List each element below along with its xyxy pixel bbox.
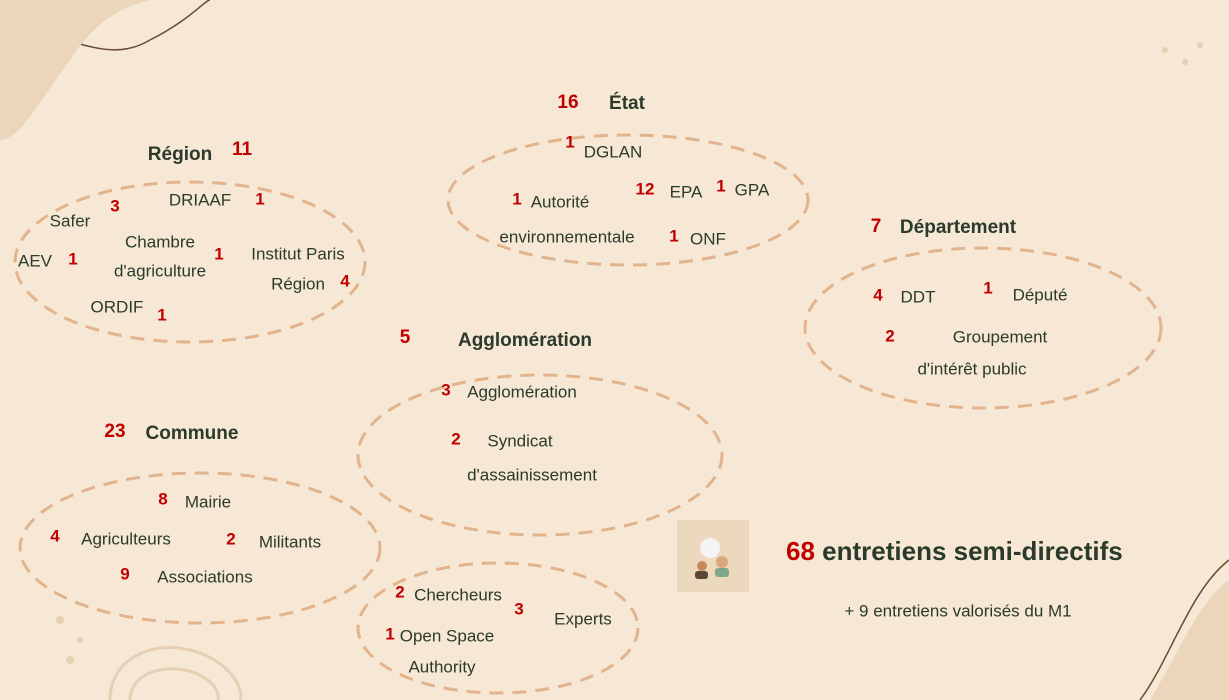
item-label: Autorité — [531, 192, 590, 211]
group-title: État — [609, 92, 646, 114]
item-label: Chercheurs — [414, 585, 502, 604]
item-label: Associations — [157, 567, 252, 586]
group-count: 16 — [557, 92, 578, 113]
item-label: d'assainissement — [467, 465, 597, 484]
item-count: 3 — [514, 599, 523, 618]
item-count: 1 — [214, 244, 223, 263]
item-label: DDT — [901, 287, 936, 306]
item-label: ONF — [690, 229, 726, 248]
item-count: 1 — [68, 249, 77, 268]
item-count: 3 — [441, 380, 450, 399]
item-count: 1 — [512, 189, 521, 208]
item-count: 1 — [157, 305, 166, 324]
item-count: 8 — [158, 489, 167, 508]
summary-note: + 9 entretiens valorisés du M1 — [844, 601, 1071, 620]
group-title: Agglomération — [458, 330, 592, 351]
item-count: 1 — [385, 624, 394, 643]
item-label: Authority — [408, 657, 476, 676]
group-title: Région — [148, 144, 212, 165]
group-count: 23 — [104, 421, 125, 442]
item-label: Agriculteurs — [81, 529, 171, 548]
item-label: d'agriculture — [114, 261, 206, 280]
item-count: 4 — [50, 526, 60, 545]
item-count: 12 — [636, 179, 655, 198]
item-count: 2 — [226, 529, 235, 548]
item-count: 1 — [716, 176, 725, 195]
item-count: 9 — [120, 564, 129, 583]
item-count: 2 — [451, 429, 460, 448]
group-count: 5 — [400, 327, 411, 348]
item-count: 4 — [340, 271, 350, 290]
item-label: Groupement — [953, 327, 1048, 346]
slide: Région 11 Safer 3 DRIAAF 1 AEV 1 Chambre… — [0, 0, 1229, 700]
group-count: 7 — [871, 216, 882, 237]
group-title: Département — [900, 217, 1017, 238]
group-count: 11 — [232, 139, 253, 160]
item-label: EPA — [670, 182, 703, 201]
group-title: Commune — [146, 423, 239, 444]
item-label: d'intérêt public — [917, 359, 1027, 378]
item-label: Mairie — [185, 492, 231, 511]
icon — [677, 520, 749, 592]
item-count: 1 — [669, 226, 678, 245]
item-count: 3 — [110, 196, 119, 215]
item-label: DGLAN — [584, 142, 643, 161]
item-count: 2 — [885, 326, 894, 345]
item-label: ORDIF — [91, 297, 144, 316]
item-label: Syndicat — [487, 431, 552, 450]
item-label: Chambre — [125, 232, 195, 251]
item-label: Open Space — [400, 626, 495, 645]
summary-count: 68 — [786, 536, 815, 566]
item-label: GPA — [735, 180, 770, 199]
item-label: Militants — [259, 532, 321, 551]
item-label: Région — [271, 274, 325, 293]
item-count: 2 — [395, 582, 404, 601]
item-label: DRIAAF — [169, 190, 231, 209]
item-count: 1 — [565, 132, 574, 151]
item-label: Député — [1013, 285, 1068, 304]
summary-title: 68 entretiens semi-directifs — [786, 536, 1123, 566]
summary-label: entretiens semi-directifs — [822, 536, 1123, 566]
item-label: Agglomération — [467, 382, 577, 401]
item-count: 4 — [873, 285, 883, 304]
item-label: Experts — [554, 609, 612, 628]
item-label: AEV — [18, 251, 53, 270]
item-count: 1 — [983, 278, 992, 297]
item-label: Safer — [50, 211, 91, 230]
item-count: 1 — [255, 189, 264, 208]
item-label: Institut Paris — [251, 244, 345, 263]
item-label: environnementale — [499, 227, 634, 246]
